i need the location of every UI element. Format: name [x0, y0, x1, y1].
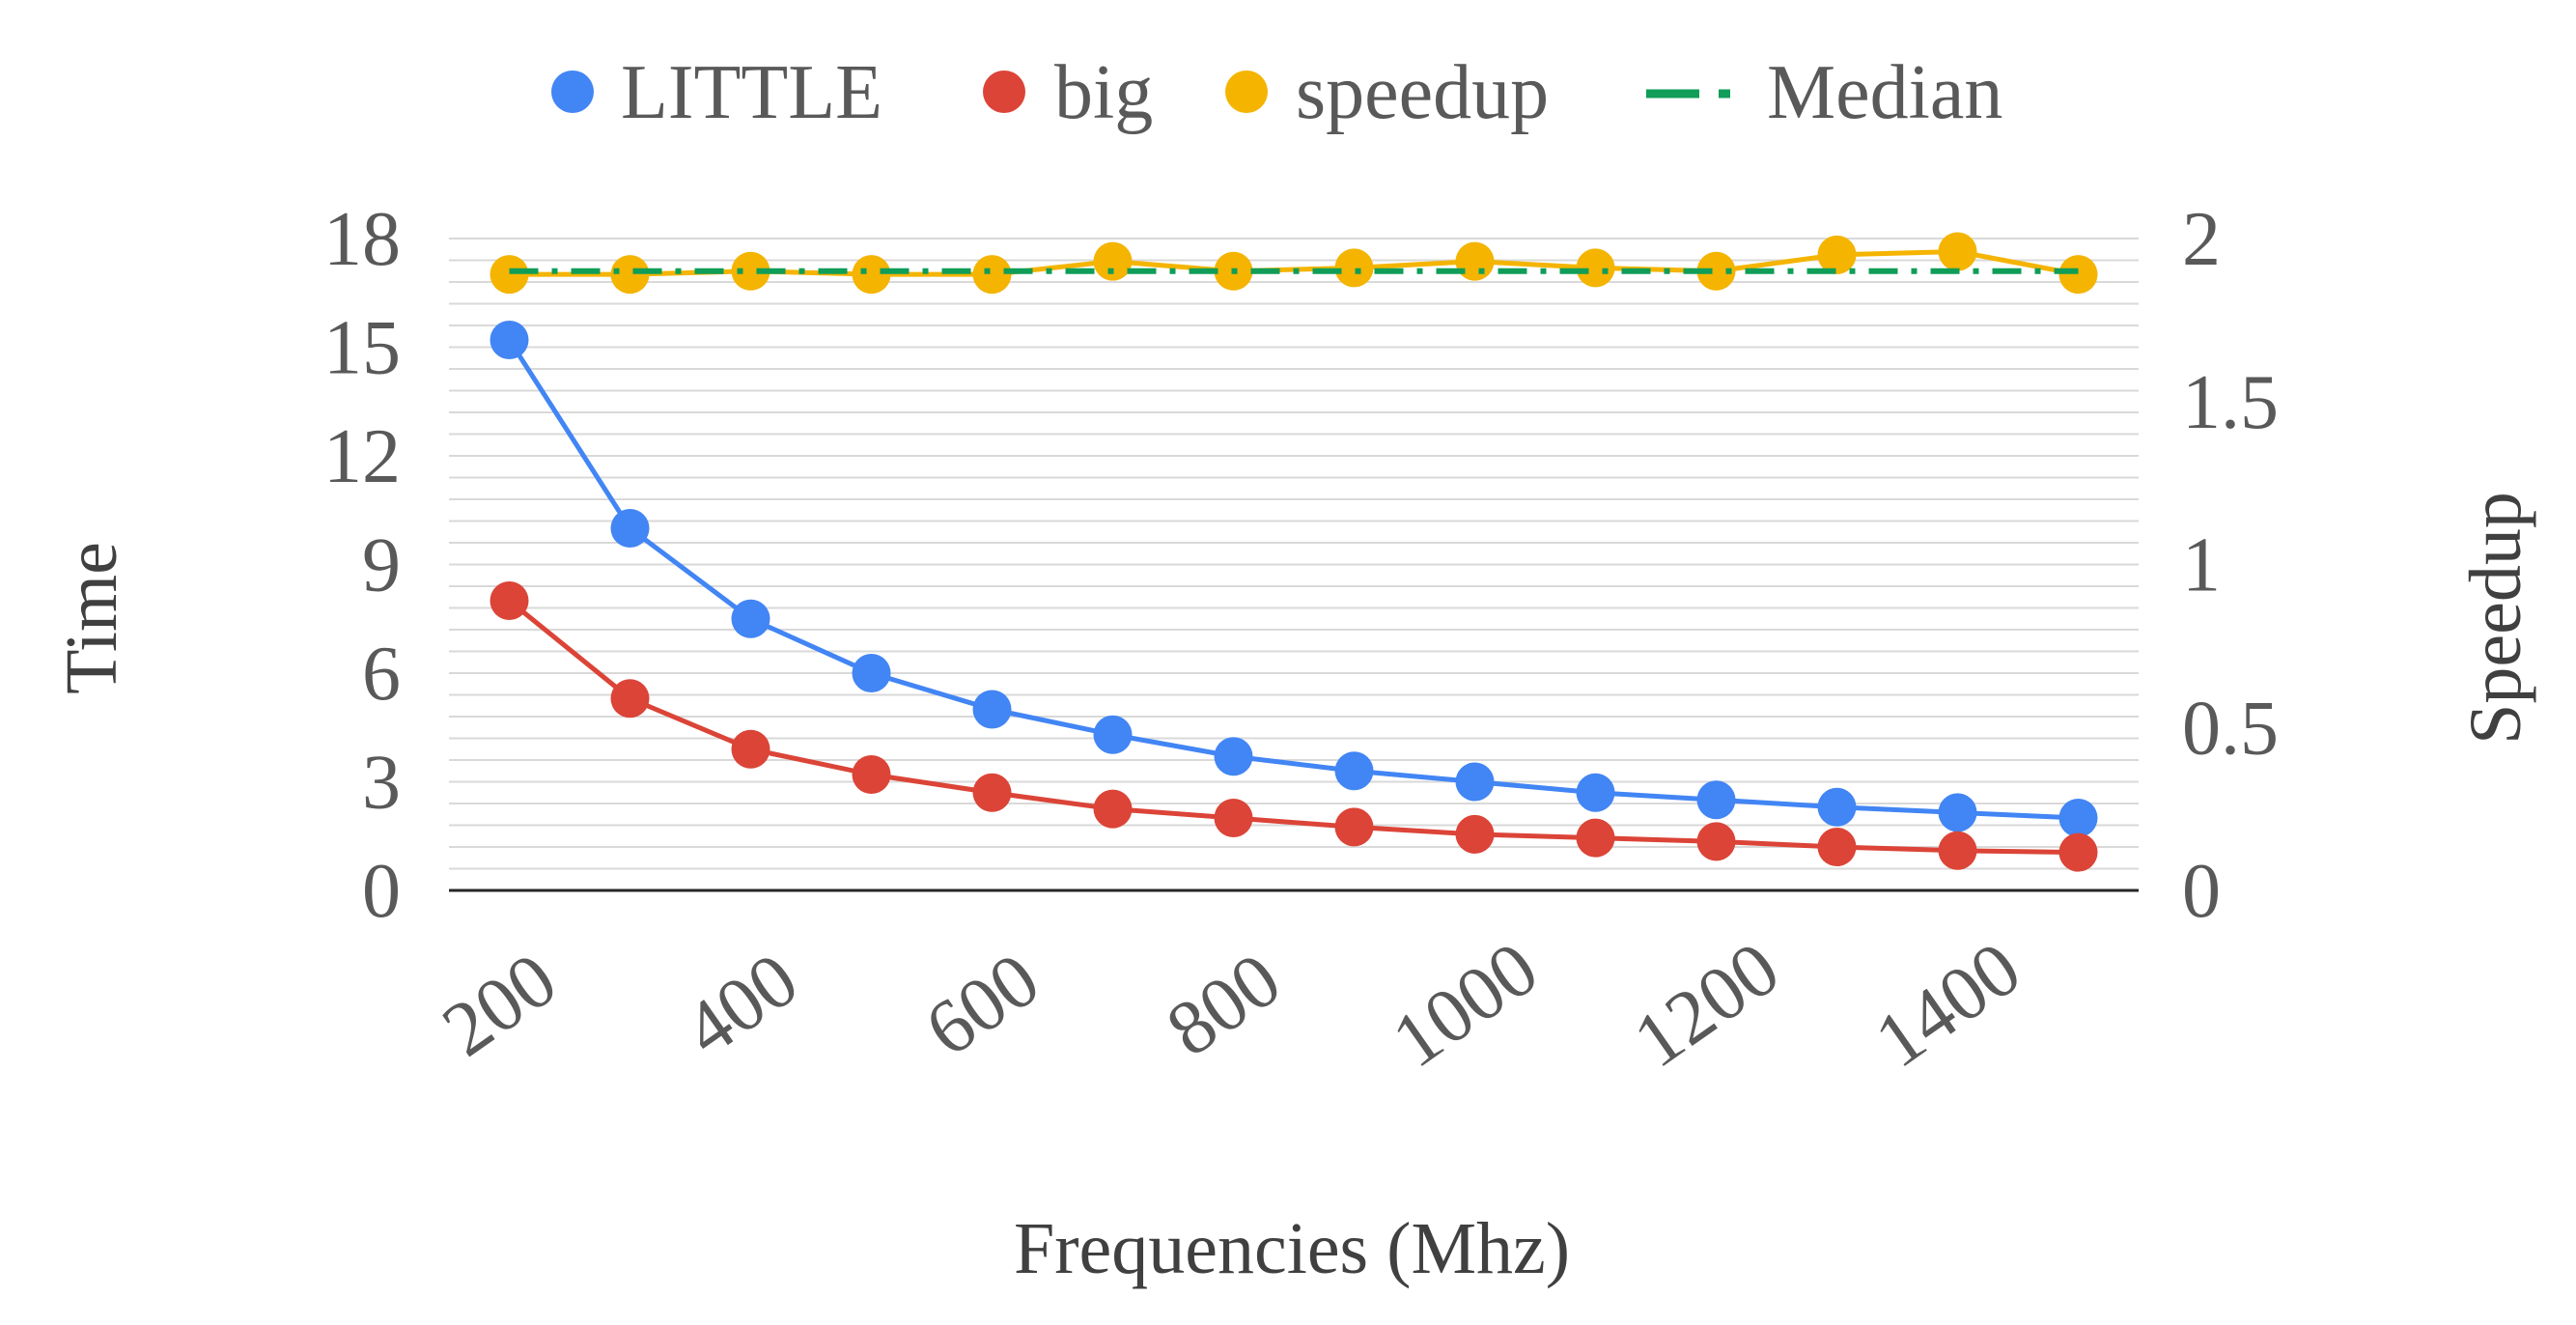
y-tick-label: 3	[362, 741, 401, 826]
y-tick-label: 0	[362, 849, 401, 934]
data-point-speedup	[2058, 255, 2098, 295]
y-axis-title: Time	[51, 542, 132, 694]
data-point-big	[610, 679, 650, 719]
data-point-big	[1334, 807, 1374, 847]
series	[490, 232, 2098, 872]
data-point-little	[852, 654, 891, 692]
legend-marker-speedup	[1225, 70, 1268, 113]
legend-label-median: Median	[1767, 50, 2002, 135]
data-point-speedup	[972, 255, 1012, 295]
x-tick-label: 1200	[1619, 926, 1795, 1085]
legend-label-little: LITTLE	[621, 50, 882, 135]
data-point-speedup	[490, 255, 529, 295]
series-line-big	[507, 599, 2079, 856]
data-point-little	[1093, 715, 1133, 754]
legend: LITTLE big speedup Median	[551, 50, 2002, 135]
legend-marker-little	[551, 70, 594, 113]
x-tick-label: 800	[1152, 937, 1296, 1073]
y2-tick-label: 1	[2182, 523, 2221, 608]
legend-label-speedup: speedup	[1296, 50, 1549, 135]
legend-item-median: Median	[1646, 50, 2002, 135]
x-tick-label: 600	[910, 937, 1054, 1073]
y-tick-label: 6	[362, 632, 401, 717]
y-tick-label: 15	[323, 306, 401, 391]
data-point-little	[1214, 737, 1253, 776]
data-point-speedup	[1817, 235, 1857, 274]
y2-tick-label: 0	[2182, 849, 2221, 934]
data-point-big	[490, 581, 529, 620]
data-point-little	[1817, 787, 1857, 827]
tick-labels: 0 3 6 9 12 15 18 0 0.5 1 1.5 2 200 400 600 800 1000 1200 1…	[323, 197, 2279, 1085]
data-point-little	[1696, 780, 1736, 820]
y-tick-label: 18	[323, 197, 401, 282]
data-point-big	[731, 729, 770, 769]
legend-item-speedup: speedup	[1225, 50, 1549, 135]
y2-tick-label: 1.5	[2182, 360, 2279, 445]
grid-lines	[449, 238, 2139, 870]
data-point-big	[972, 773, 1012, 812]
y2-tick-label: 0.5	[2182, 686, 2279, 771]
legend-marker-big	[983, 70, 1025, 113]
legend-item-little: LITTLE	[551, 50, 882, 135]
data-point-speedup	[1455, 241, 1495, 281]
data-point-little	[1334, 751, 1374, 791]
y-tick-label: 9	[362, 523, 401, 608]
data-point-little	[1455, 762, 1495, 802]
data-point-little	[1576, 773, 1615, 812]
x-tick-label: 400	[669, 937, 813, 1073]
data-point-speedup	[731, 251, 770, 291]
y2-tick-label: 2	[2182, 197, 2221, 282]
data-point-little	[731, 599, 770, 638]
data-point-speedup	[852, 255, 891, 295]
data-point-little	[1938, 793, 1977, 832]
data-point-speedup	[1334, 248, 1374, 288]
data-point-big	[1817, 828, 1857, 866]
series-line-little	[507, 338, 2079, 821]
x-axis-title: Frequencies (Mhz)	[1014, 1208, 1570, 1289]
x-tick-label: 1000	[1378, 926, 1554, 1085]
data-point-speedup	[610, 255, 650, 295]
data-point-little	[610, 509, 650, 548]
data-point-speedup	[1938, 232, 1977, 271]
data-point-big	[852, 755, 891, 794]
data-point-big	[1696, 822, 1736, 861]
x-tick-label: 200	[428, 937, 572, 1073]
data-point-big	[1576, 818, 1615, 858]
data-point-big	[1455, 814, 1495, 854]
data-point-big	[1093, 789, 1133, 829]
data-point-speedup	[1576, 248, 1615, 288]
y2-axis-title: Speedup	[2455, 492, 2536, 745]
x-tick-label: 1400	[1861, 926, 2036, 1085]
data-point-speedup	[1696, 251, 1736, 291]
data-point-speedup	[1093, 241, 1133, 281]
data-point-little	[972, 690, 1012, 729]
data-point-big	[1214, 799, 1253, 837]
data-point-little	[490, 321, 529, 359]
legend-label-big: big	[1054, 50, 1153, 135]
data-point-big	[1938, 831, 1977, 870]
data-point-big	[2058, 832, 2098, 872]
legend-item-big: big	[983, 50, 1153, 135]
y-tick-label: 12	[323, 414, 401, 499]
data-point-little	[2058, 799, 2098, 837]
